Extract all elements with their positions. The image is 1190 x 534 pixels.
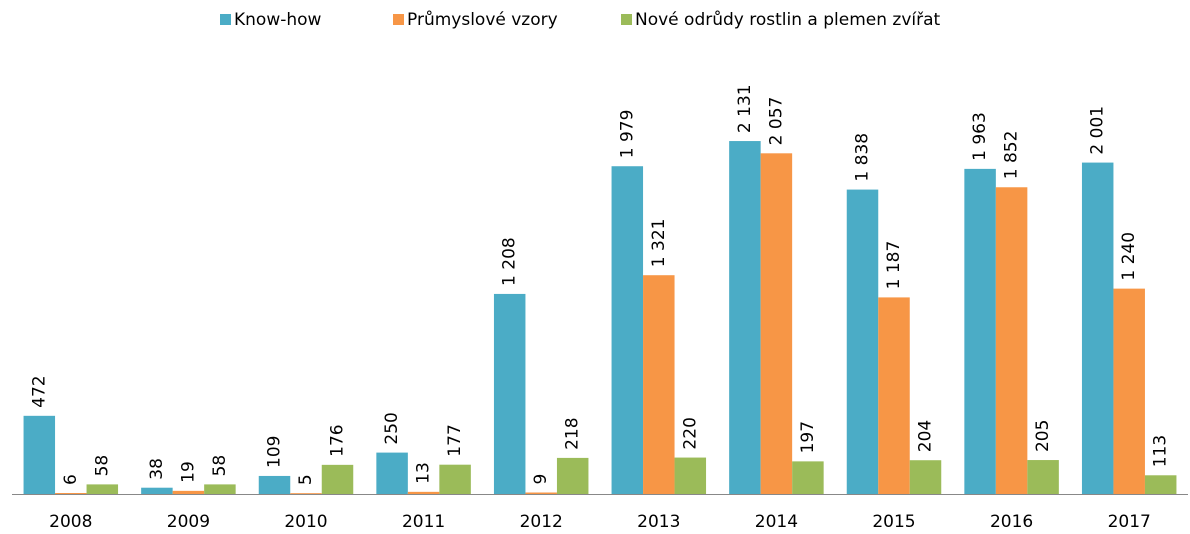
bar <box>172 490 205 494</box>
bar <box>493 293 526 494</box>
bar <box>964 168 996 495</box>
value-label: 38 <box>147 458 167 480</box>
legend-swatch <box>621 14 632 25</box>
value-label: 113 <box>1151 435 1171 467</box>
bar <box>321 464 354 494</box>
value-label: 1 187 <box>884 241 904 290</box>
value-label: 13 <box>414 462 434 484</box>
bar <box>909 460 942 494</box>
x-tick-label: 2015 <box>872 512 915 532</box>
value-label: 58 <box>210 455 230 477</box>
x-tick-label: 2017 <box>1108 512 1151 532</box>
value-label: 1 852 <box>1002 131 1022 180</box>
value-label: 58 <box>92 455 112 477</box>
bar <box>846 189 879 495</box>
value-label: 205 <box>1033 420 1053 452</box>
bar <box>141 487 173 494</box>
value-label: 2 001 <box>1088 106 1108 155</box>
legend-label: Nové odrůdy rostlin a plemen zvířat <box>635 10 941 30</box>
x-tick-label: 2008 <box>49 512 92 532</box>
bar <box>729 141 761 494</box>
x-tick-label: 2011 <box>402 512 445 532</box>
value-label: 1 979 <box>617 110 637 159</box>
x-tick-label: 2013 <box>637 512 680 532</box>
value-label: 250 <box>382 412 402 444</box>
value-label: 197 <box>798 421 818 453</box>
bar <box>674 457 707 494</box>
legend-label: Know-how <box>234 10 322 30</box>
value-label: 220 <box>680 417 700 449</box>
x-tick-label: 2012 <box>520 512 563 532</box>
value-label: 9 <box>531 474 551 485</box>
bar <box>55 493 87 494</box>
bar <box>878 297 910 494</box>
value-label: 2 131 <box>735 84 755 133</box>
value-label: 472 <box>29 375 49 407</box>
bar <box>792 461 824 494</box>
value-label: 1 963 <box>970 112 990 161</box>
x-tick-label: 2009 <box>167 512 210 532</box>
bar <box>1144 475 1177 494</box>
value-label: 1 208 <box>500 237 520 286</box>
value-label: 204 <box>916 420 936 452</box>
x-tick-label: 2010 <box>284 512 327 532</box>
legend-swatch <box>393 14 404 25</box>
bar <box>525 492 557 494</box>
x-tick-label: 2014 <box>755 512 798 532</box>
value-label: 1 240 <box>1119 232 1139 281</box>
value-label: 5 <box>296 474 316 485</box>
bar <box>1081 162 1114 494</box>
value-label: 1 838 <box>853 133 873 182</box>
value-label: 218 <box>563 417 583 449</box>
bar <box>290 493 322 494</box>
bar <box>1027 460 1059 494</box>
bar <box>1113 288 1145 494</box>
bar <box>204 484 236 494</box>
x-tick-label: 2016 <box>990 512 1033 532</box>
bar <box>611 166 644 494</box>
value-label: 1 321 <box>649 219 669 268</box>
bar <box>643 275 675 494</box>
value-label: 19 <box>178 461 198 483</box>
bar <box>23 415 56 494</box>
value-label: 2 057 <box>766 97 786 146</box>
bar <box>995 187 1028 494</box>
bar <box>439 464 471 494</box>
bar <box>376 452 408 494</box>
bar <box>407 491 440 494</box>
value-label: 176 <box>328 424 348 456</box>
bar <box>86 484 119 494</box>
legend-swatch <box>220 14 231 25</box>
value-label: 109 <box>265 435 285 467</box>
value-label: 6 <box>61 474 81 485</box>
value-label: 177 <box>445 424 465 456</box>
bar <box>760 153 793 494</box>
bar <box>258 475 291 494</box>
bar <box>556 457 589 494</box>
legend-label: Průmyslové vzory <box>407 10 558 30</box>
